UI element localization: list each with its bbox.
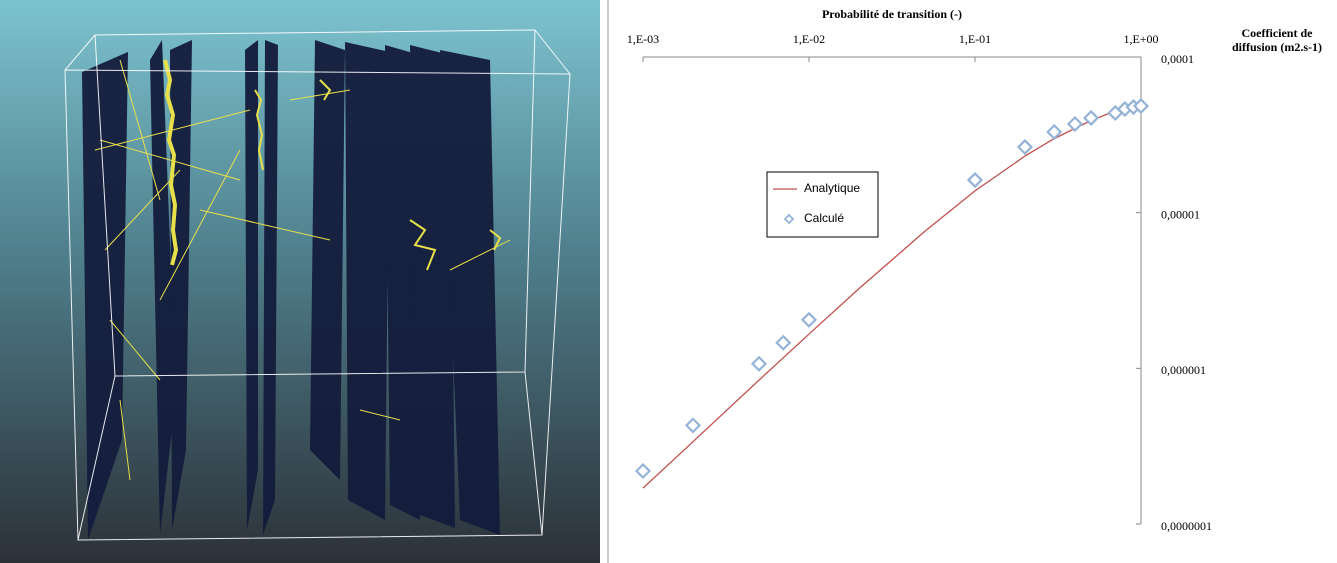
plane: [263, 40, 278, 535]
x-axis-title: Probabilité de transition (-): [822, 7, 962, 21]
y-tick-label: 0,00001: [1161, 207, 1200, 221]
y-tick-label: 0,0000001: [1161, 519, 1212, 533]
plane: [170, 40, 192, 530]
data-point: [1125, 98, 1142, 116]
x-tick-label: 1,E-01: [959, 32, 991, 46]
data-point: [1132, 98, 1150, 115]
legend-swatch: [783, 213, 795, 225]
data-point: [1016, 138, 1034, 156]
y-axis-title: Coefficient de diffusion (m2.s-1): [1231, 26, 1322, 54]
data-point: [775, 334, 792, 351]
plane: [345, 42, 390, 520]
data-point: [634, 462, 652, 480]
x-tick-label: 1,E-02: [793, 32, 825, 46]
data-point: [966, 171, 984, 189]
trajectory-cluster: [163, 59, 179, 266]
trajectory-cluster: [254, 79, 502, 271]
legend-label: Calculé: [804, 211, 844, 225]
legend-box: [766, 171, 879, 238]
data-point: [1066, 115, 1083, 133]
bounding-box: [64, 29, 571, 541]
data-point: [750, 355, 768, 372]
plane: [440, 50, 500, 535]
plane: [385, 45, 420, 520]
data-point: [1107, 104, 1124, 122]
x-tick-label: 1,E+00: [1123, 32, 1158, 46]
y-tick-label: 0,000001: [1161, 363, 1206, 377]
plane: [410, 45, 455, 528]
simulation-render: [0, 0, 600, 563]
x-tick-label: 1,E-03: [627, 32, 659, 46]
analytic-line: [642, 102, 1142, 489]
data-point: [684, 417, 702, 434]
plane: [245, 40, 258, 530]
legend-label: Analytique: [804, 181, 860, 195]
data-point: [1082, 109, 1100, 126]
plane: [310, 40, 345, 480]
y-tick-label: 0,0001: [1161, 52, 1194, 66]
plane: [150, 40, 176, 535]
data-point: [800, 311, 818, 328]
fracture-planes: [82, 40, 500, 540]
trajectories: [94, 59, 511, 481]
data-point: [1116, 101, 1133, 118]
data-point: [1046, 123, 1063, 141]
box-edges: [64, 29, 571, 541]
plane: [82, 52, 128, 540]
